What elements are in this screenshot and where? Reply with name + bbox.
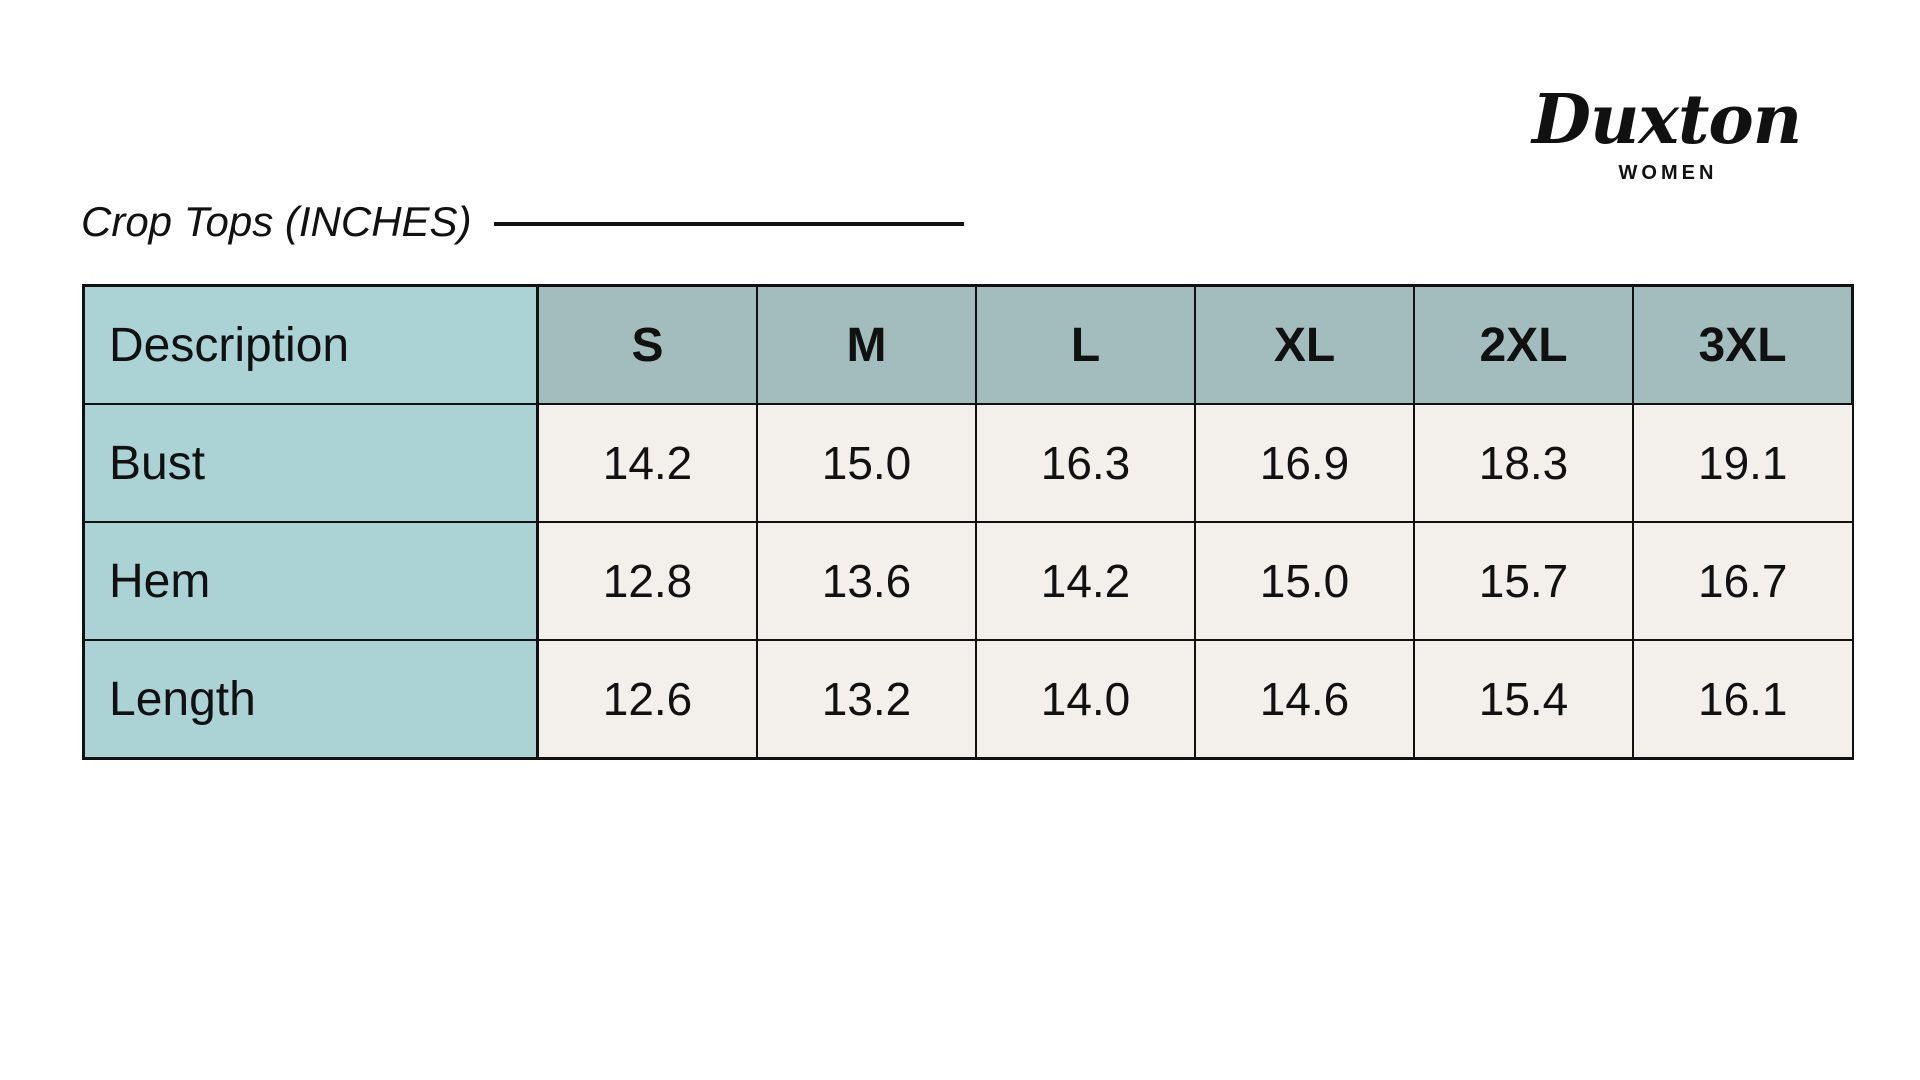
table-cell: 12.6 [536,639,758,760]
table-cell: 13.2 [756,639,977,760]
description-header: Description [82,284,539,405]
size-header-m: M [756,284,977,405]
table-cell: 14.6 [1194,639,1415,760]
brand-subtitle: WOMEN [1618,162,1718,184]
brand-name: Duxton [1532,80,1802,160]
size-table: Description S M L XL 2XL 3XL Bust 14.2 1… [82,284,1854,760]
table-row: Bust 14.2 15.0 16.3 16.9 18.3 19.1 [82,403,1854,523]
size-header-3xl: 3XL [1632,284,1854,405]
brand-logo: Duxton WOMEN [1532,80,1802,185]
table-cell: 18.3 [1413,403,1634,523]
table-cell: 15.0 [1194,521,1415,641]
table-cell: 16.7 [1632,521,1854,641]
row-label-bust: Bust [82,403,539,523]
table-cell: 15.7 [1413,521,1634,641]
table-cell: 19.1 [1632,403,1854,523]
table-cell: 15.4 [1413,639,1634,760]
table-row: Hem 12.8 13.6 14.2 15.0 15.7 16.7 [82,521,1854,641]
table-cell: 12.8 [536,521,758,641]
table-cell: 13.6 [756,521,977,641]
chart-title: Crop Tops (INCHES) [81,198,472,245]
table-cell: 16.1 [1632,639,1854,760]
table-cell: 16.9 [1194,403,1415,523]
table-cell: 14.2 [536,403,758,523]
size-header-l: L [975,284,1196,405]
size-header-2xl: 2XL [1413,284,1634,405]
table-row: Length 12.6 13.2 14.0 14.6 15.4 16.1 [82,639,1854,760]
size-header-xl: XL [1194,284,1415,405]
row-label-hem: Hem [82,521,539,641]
table-cell: 14.2 [975,521,1196,641]
size-header-row: Description S M L XL 2XL 3XL [82,284,1854,405]
table-cell: 16.3 [975,403,1196,523]
chart-heading: Crop Tops (INCHES) [81,198,964,246]
table-cell: 15.0 [756,403,977,523]
size-header-s: S [536,284,758,405]
table-cell: 14.0 [975,639,1196,760]
heading-divider [493,222,964,226]
row-label-length: Length [82,639,539,760]
